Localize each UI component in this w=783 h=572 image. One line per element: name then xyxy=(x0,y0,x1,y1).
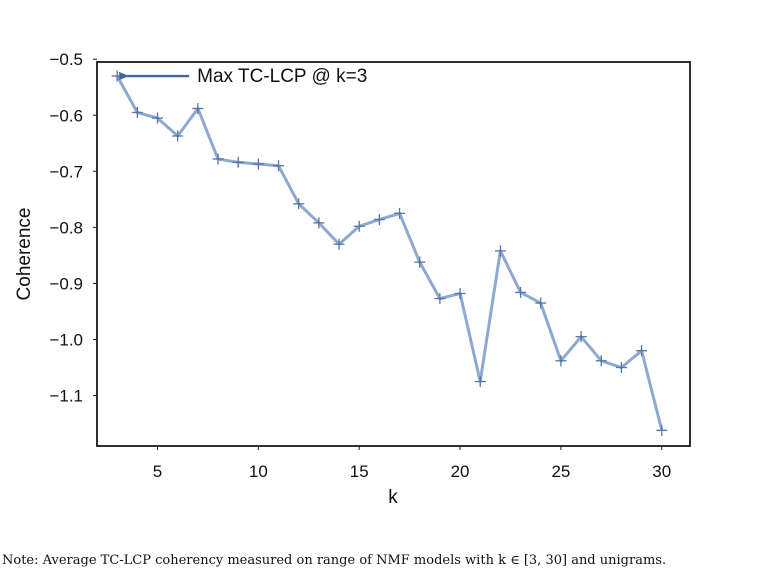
data-point-marker xyxy=(575,331,587,343)
data-point-marker xyxy=(152,112,164,124)
x-tick-label: 5 xyxy=(153,462,162,481)
x-tick-label: 10 xyxy=(249,462,268,481)
x-axis-ticks: 5 10 15 20 25 30 xyxy=(153,446,671,481)
series-line xyxy=(115,75,664,431)
x-tick-label: 20 xyxy=(451,462,470,481)
data-point-marker xyxy=(273,160,285,172)
data-point-marker xyxy=(333,238,345,250)
x-tick-label: 15 xyxy=(350,462,369,481)
data-point-marker xyxy=(232,156,244,168)
data-point-marker xyxy=(636,345,648,357)
annotation-label: Max TC-LCP @ k=3 xyxy=(197,66,367,87)
series-coherence xyxy=(111,70,668,436)
x-axis-label: k xyxy=(388,487,398,508)
x-tick-label: 25 xyxy=(551,462,570,481)
data-point-marker xyxy=(474,376,486,388)
data-point-marker xyxy=(515,286,527,298)
y-tick-label: −1.1 xyxy=(49,387,83,406)
data-point-marker xyxy=(434,293,446,305)
data-point-marker xyxy=(131,106,143,118)
figure-note: Note: Average TC-LCP coherency measured … xyxy=(2,553,667,568)
data-point-marker xyxy=(212,153,224,165)
y-tick-label: −0.8 xyxy=(49,218,83,237)
data-point-marker xyxy=(293,198,305,210)
data-point-marker xyxy=(535,297,547,309)
y-axis-ticks: −0.5 −0.6 −0.7 −0.8 −0.9 −1.0 −1.1 xyxy=(49,50,97,406)
y-axis-label: Coherence xyxy=(14,208,35,301)
annotation-max: Max TC-LCP @ k=3 xyxy=(119,66,367,87)
y-tick-label: −1.0 xyxy=(49,330,83,349)
data-point-marker xyxy=(555,355,567,367)
data-point-marker xyxy=(494,245,506,257)
data-point-marker xyxy=(353,220,365,232)
y-tick-label: −0.9 xyxy=(49,274,83,293)
y-tick-label: −0.5 xyxy=(49,50,83,69)
data-point-marker xyxy=(172,130,184,142)
data-point-marker xyxy=(394,207,406,219)
data-point-marker xyxy=(656,424,668,436)
x-tick-label: 30 xyxy=(652,462,671,481)
data-point-marker xyxy=(192,103,204,115)
data-point-marker xyxy=(454,288,466,300)
data-point-marker xyxy=(373,214,385,226)
plot-frame xyxy=(96,61,691,447)
data-point-marker xyxy=(414,256,426,268)
data-point-marker xyxy=(615,362,627,374)
y-tick-label: −0.6 xyxy=(49,106,83,125)
data-point-marker xyxy=(595,355,607,367)
y-tick-label: −0.7 xyxy=(49,162,83,181)
data-point-marker xyxy=(252,158,264,170)
data-point-marker xyxy=(313,217,325,229)
